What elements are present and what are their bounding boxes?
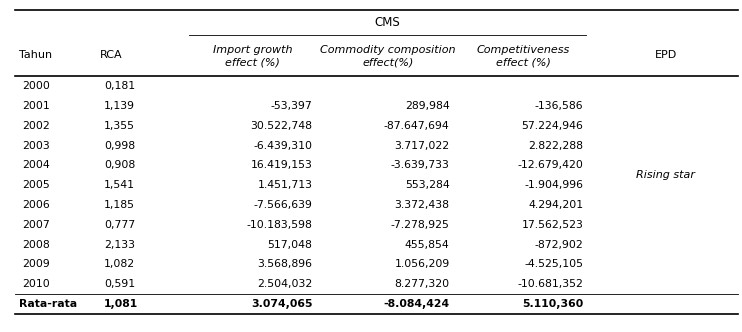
Text: 0,998: 0,998 — [104, 140, 135, 151]
Text: 517,048: 517,048 — [268, 239, 312, 250]
Text: 2.504,032: 2.504,032 — [257, 279, 312, 289]
Text: 3.568,896: 3.568,896 — [257, 259, 312, 269]
Text: 2.822,288: 2.822,288 — [528, 140, 583, 151]
Text: 2006: 2006 — [22, 200, 50, 210]
Text: Tahun: Tahun — [19, 50, 52, 60]
Text: -53,397: -53,397 — [271, 101, 312, 111]
Text: Import growth
effect (%): Import growth effect (%) — [212, 45, 292, 68]
Text: 2009: 2009 — [22, 259, 50, 269]
Text: 1,139: 1,139 — [104, 101, 135, 111]
Text: 2003: 2003 — [22, 140, 50, 151]
Text: 57.224,946: 57.224,946 — [522, 121, 583, 131]
Text: -7.278,925: -7.278,925 — [391, 220, 450, 230]
Text: Competitiveness
effect (%): Competitiveness effect (%) — [476, 45, 570, 68]
Text: 0,591: 0,591 — [104, 279, 135, 289]
Text: 2004: 2004 — [22, 160, 50, 170]
Text: 1,355: 1,355 — [104, 121, 135, 131]
Text: 2008: 2008 — [22, 239, 50, 250]
Text: -12.679,420: -12.679,420 — [517, 160, 583, 170]
Text: 4.294,201: 4.294,201 — [528, 200, 583, 210]
Text: 553,284: 553,284 — [405, 180, 450, 190]
Text: 30.522,748: 30.522,748 — [250, 121, 312, 131]
Text: -872,902: -872,902 — [534, 239, 583, 250]
Text: 2002: 2002 — [22, 121, 50, 131]
Text: 2,133: 2,133 — [104, 239, 135, 250]
Text: 5.110,360: 5.110,360 — [522, 299, 583, 309]
Text: 2010: 2010 — [22, 279, 50, 289]
Text: Commodity composition
effect(%): Commodity composition effect(%) — [320, 45, 456, 68]
Text: -10.183,598: -10.183,598 — [246, 220, 312, 230]
Text: 1.056,209: 1.056,209 — [395, 259, 450, 269]
Text: -8.084,424: -8.084,424 — [384, 299, 450, 309]
Text: -7.566,639: -7.566,639 — [254, 200, 312, 210]
Text: 0,777: 0,777 — [104, 220, 135, 230]
Text: EPD: EPD — [655, 50, 677, 60]
Text: 2007: 2007 — [22, 220, 50, 230]
Text: -136,586: -136,586 — [534, 101, 583, 111]
Text: 455,854: 455,854 — [405, 239, 450, 250]
Text: 2000: 2000 — [22, 81, 50, 91]
Text: 289,984: 289,984 — [405, 101, 450, 111]
Text: 1,185: 1,185 — [104, 200, 135, 210]
Text: 1,081: 1,081 — [104, 299, 138, 309]
Text: 2005: 2005 — [22, 180, 50, 190]
Text: 3.074,065: 3.074,065 — [251, 299, 312, 309]
Text: 17.562,523: 17.562,523 — [522, 220, 583, 230]
Text: -1.904,996: -1.904,996 — [524, 180, 583, 190]
Text: -6.439,310: -6.439,310 — [253, 140, 312, 151]
Text: 1.451,713: 1.451,713 — [257, 180, 312, 190]
Text: 8.277,320: 8.277,320 — [395, 279, 450, 289]
Text: 3.372,438: 3.372,438 — [395, 200, 450, 210]
Text: -87.647,694: -87.647,694 — [384, 121, 450, 131]
Text: 0,908: 0,908 — [104, 160, 135, 170]
Text: -10.681,352: -10.681,352 — [517, 279, 583, 289]
Text: Rata-rata: Rata-rata — [19, 299, 76, 309]
Text: -3.639,733: -3.639,733 — [391, 160, 450, 170]
Text: 16.419,153: 16.419,153 — [251, 160, 312, 170]
Text: RCA: RCA — [100, 50, 122, 60]
Text: -4.525,105: -4.525,105 — [524, 259, 583, 269]
Text: 1,082: 1,082 — [104, 259, 135, 269]
Text: 0,181: 0,181 — [104, 81, 135, 91]
Text: CMS: CMS — [375, 16, 401, 29]
Text: 3.717,022: 3.717,022 — [395, 140, 450, 151]
Text: 1,541: 1,541 — [104, 180, 135, 190]
Text: 2001: 2001 — [22, 101, 50, 111]
Text: Rising star: Rising star — [637, 170, 695, 180]
